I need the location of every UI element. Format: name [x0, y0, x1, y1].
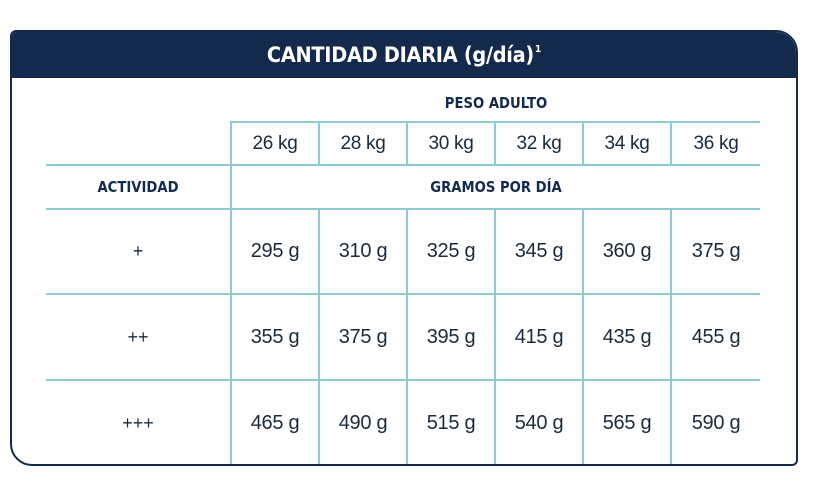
- grams-cell: 375 g: [691, 240, 741, 262]
- weight-cell: 32 kg: [516, 132, 562, 154]
- grams-cell: 310 g: [338, 240, 388, 262]
- grams-cell: 355 g: [250, 325, 300, 348]
- table-title: CANTIDAD DIARIA (g/día)1: [266, 43, 542, 67]
- activity-header: ACTIVIDAD: [97, 178, 179, 196]
- grams-cell: 295 g: [250, 240, 300, 262]
- grams-cell: 375 g: [338, 325, 388, 348]
- grams-cell: 455 g: [691, 325, 741, 348]
- grams-cell: 490 g: [338, 412, 388, 434]
- grams-cell: 590 g: [691, 412, 741, 434]
- grams-cell: 435 g: [602, 325, 652, 348]
- grams-cell: 465 g: [250, 412, 300, 434]
- activity-level-cell: +++: [122, 413, 154, 433]
- grams-cell: 360 g: [602, 240, 652, 262]
- grams-cell: 395 g: [426, 325, 476, 348]
- daily-amount-table: CANTIDAD DIARIA (g/día)1 PESO ADULTO 26 …: [10, 30, 798, 466]
- weight-cell: 30 kg: [428, 132, 474, 154]
- title-footnote-marker: 1: [534, 44, 542, 55]
- weight-cell: 36 kg: [693, 132, 739, 154]
- activity-level-cell: +: [132, 241, 144, 261]
- grams-cell: 515 g: [426, 412, 476, 434]
- weight-cell: 28 kg: [340, 132, 386, 154]
- grams-cell: 565 g: [602, 412, 652, 434]
- activity-level-cell: ++: [127, 326, 149, 347]
- weight-cell: 34 kg: [604, 132, 650, 154]
- grams-cell: 540 g: [514, 412, 564, 434]
- grams-per-day-header: GRAMOS POR DÍA: [430, 178, 562, 196]
- grams-cell: 345 g: [514, 240, 564, 262]
- grams-cell: 415 g: [514, 325, 564, 348]
- grams-cell: 325 g: [426, 240, 476, 262]
- weight-header: PESO ADULTO: [444, 94, 548, 112]
- table-header-bar: CANTIDAD DIARIA (g/día)1: [12, 32, 796, 78]
- weight-cell: 26 kg: [252, 132, 298, 154]
